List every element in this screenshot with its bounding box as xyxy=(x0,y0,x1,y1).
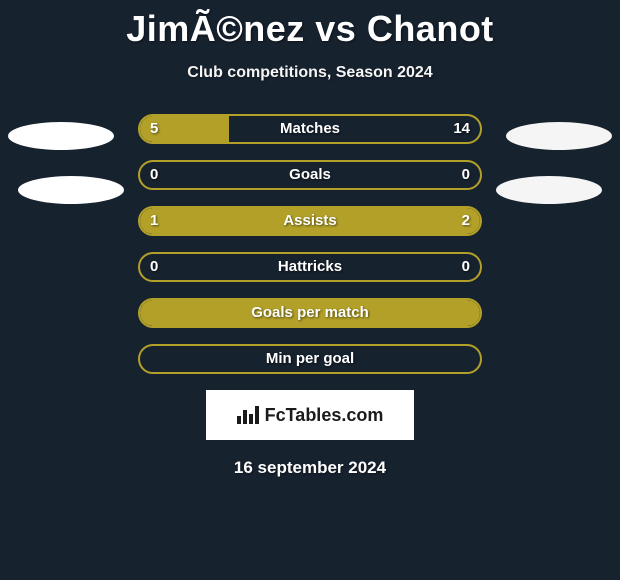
stat-row: 00Goals xyxy=(138,160,482,190)
stat-row: 00Hattricks xyxy=(138,252,482,282)
page-subtitle: Club competitions, Season 2024 xyxy=(0,64,620,82)
stat-label: Matches xyxy=(138,114,482,144)
stat-label: Assists xyxy=(138,206,482,236)
comparison-rows: 514Matches 00Goals 12Assists 00Hattricks Goa… xyxy=(0,114,620,374)
right-team-icon xyxy=(496,176,602,204)
stat-label: Goals per match xyxy=(138,298,482,328)
bar-chart-icon xyxy=(237,406,259,424)
source-badge-text: FcTables.com xyxy=(265,405,384,426)
page-title: JimÃ©nez vs Chanot xyxy=(0,0,620,50)
stat-row: 514Matches xyxy=(138,114,482,144)
stat-row: Goals per match xyxy=(138,298,482,328)
left-team-icon xyxy=(18,176,124,204)
right-team-icon xyxy=(506,122,612,150)
stat-row: Min per goal xyxy=(138,344,482,374)
left-team-icon xyxy=(8,122,114,150)
stat-label: Hattricks xyxy=(138,252,482,282)
stat-label: Goals xyxy=(138,160,482,190)
source-badge: FcTables.com xyxy=(206,390,414,440)
date-label: 16 september 2024 xyxy=(0,458,620,478)
stat-label: Min per goal xyxy=(138,344,482,374)
stat-row: 12Assists xyxy=(138,206,482,236)
